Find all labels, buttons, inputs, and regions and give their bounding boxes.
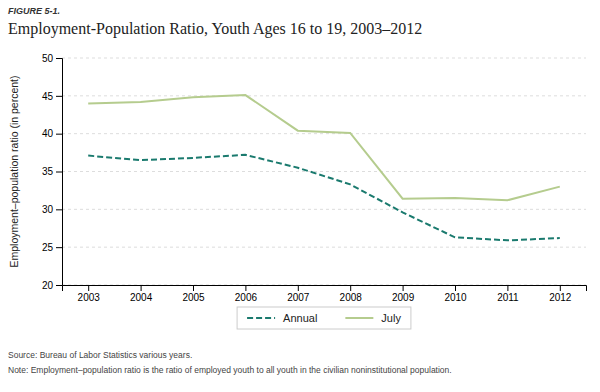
x-tick-mark (245, 285, 246, 291)
legend-label: July (381, 312, 401, 324)
x-tick: 2010 (444, 285, 467, 303)
grid-line (62, 58, 586, 59)
x-tick-mark (507, 285, 508, 291)
x-tick-mark (350, 285, 351, 291)
x-tick-mark (455, 285, 456, 291)
series-line (88, 95, 560, 200)
x-tick-label: 2011 (497, 292, 519, 303)
y-tick: 35 (42, 166, 62, 177)
y-tick: 40 (42, 128, 62, 139)
y-tick-mark (56, 209, 62, 210)
x-tick: 2008 (340, 285, 363, 303)
x-tick-mark (88, 285, 89, 291)
x-tick-mark (141, 285, 142, 291)
x-tick: 2005 (182, 285, 205, 303)
x-tick-mark (403, 285, 404, 291)
x-tick: 2006 (235, 285, 258, 303)
x-tick-mark (298, 285, 299, 291)
y-axis-line (56, 59, 63, 286)
x-tick-label: 2009 (392, 292, 415, 303)
legend-item: Annual (247, 312, 317, 324)
series-line (88, 155, 560, 241)
grid-line (62, 247, 586, 248)
x-axis-line (63, 286, 587, 292)
y-tick-label: 35 (42, 166, 54, 177)
y-tick-mark (56, 285, 62, 286)
figure-label: FIGURE 5-1. (8, 6, 60, 16)
y-tick-label: 50 (42, 53, 54, 64)
legend: Annual July (237, 307, 411, 329)
x-tick: 2011 (497, 285, 519, 303)
x-axis: 2003 2004 2005 2006 2007 2008 2009 2010 2011 2012 (63, 285, 587, 303)
y-tick: 25 (42, 242, 62, 253)
x-tick: 2012 (549, 285, 572, 303)
y-tick-label: 25 (42, 242, 54, 253)
y-tick-label: 40 (42, 128, 54, 139)
y-tick-mark (56, 96, 62, 97)
grid (62, 58, 586, 285)
legend-swatch (345, 317, 373, 319)
annotation: Source: Bureau of Labor Statistics vario… (8, 350, 192, 360)
x-tick-mark (193, 285, 194, 291)
x-tick-label: 2012 (549, 292, 572, 303)
grid-line (62, 133, 586, 134)
grid-line (62, 209, 586, 210)
annotation: Note: Employment–population ratio is the… (8, 365, 452, 375)
grid-line (62, 171, 586, 172)
y-tick-mark (56, 172, 62, 173)
y-tick-mark (56, 247, 62, 248)
x-tick-label: 2010 (444, 292, 467, 303)
y-tick: 50 (42, 53, 62, 64)
x-tick: 2003 (78, 285, 101, 303)
x-tick-label: 2003 (78, 292, 101, 303)
lines (88, 95, 560, 240)
y-axis-title: Employment–population ratio (in percent) (8, 75, 20, 267)
x-tick-mark (560, 285, 561, 291)
legend-label: Annual (283, 312, 317, 324)
y-tick-mark (56, 58, 62, 59)
y-tick: 30 (42, 204, 62, 215)
y-tick: 45 (42, 91, 62, 102)
legend-item: July (345, 312, 401, 324)
y-tick-mark (56, 134, 62, 135)
x-tick-label: 2007 (287, 292, 310, 303)
x-tick: 2009 (392, 285, 415, 303)
y-tick-label: 20 (42, 280, 54, 291)
x-tick-label: 2004 (130, 292, 153, 303)
legend-swatch (247, 317, 275, 319)
chart: FIGURE 5-1. Employment-Population Ratio, … (0, 0, 600, 392)
grid-line (62, 95, 586, 96)
y-tick: 20 (42, 280, 62, 291)
y-axis: 20 25 30 35 40 45 50 (42, 53, 63, 291)
title: Employment-Population Ratio, Youth Ages … (8, 20, 422, 38)
x-tick: 2004 (130, 285, 153, 303)
x-tick-label: 2006 (235, 292, 258, 303)
x-tick-label: 2005 (182, 292, 205, 303)
y-tick-label: 30 (42, 204, 54, 215)
x-tick: 2007 (287, 285, 310, 303)
legend-frame (237, 307, 411, 329)
x-tick-label: 2008 (340, 292, 363, 303)
y-tick-label: 45 (42, 91, 54, 102)
